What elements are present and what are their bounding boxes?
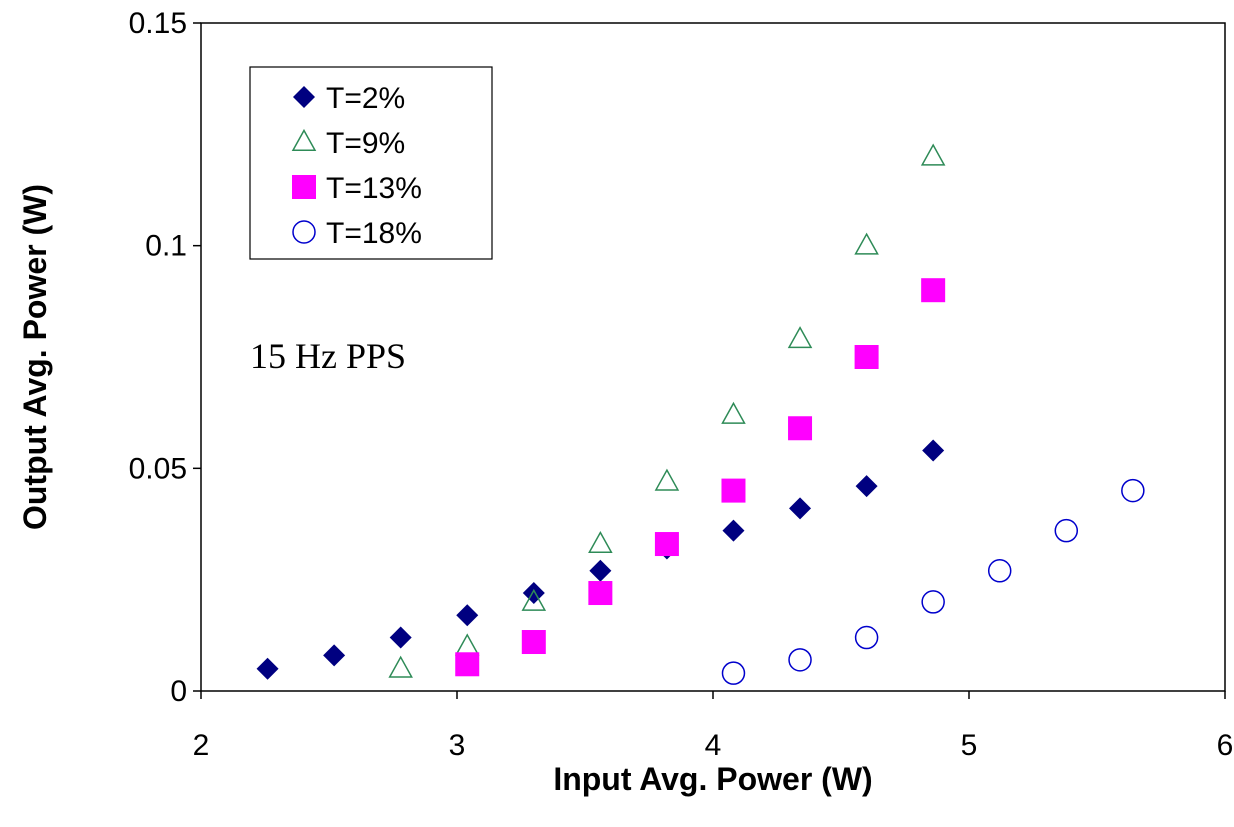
data-point [788,416,813,441]
data-point [654,468,680,491]
data-point [521,630,546,655]
data-point [389,626,412,649]
x-tick-label: 2 [193,729,210,762]
legend-box [249,66,493,260]
series-2 [455,278,946,677]
data-point [721,401,746,424]
data-point [920,143,946,166]
y-axis: 0 0.05 0.1 0.15 [129,7,201,708]
data-point [256,657,279,680]
x-axis-title: Input Avg. Power (W) [553,761,872,797]
y-tick-label: 0.1 [145,230,187,263]
data-point [921,278,946,303]
data-point [721,478,746,503]
data-point [721,661,746,685]
data-point [722,519,745,542]
legend-label: T=13% [326,172,422,205]
data-points [256,143,1145,685]
data-point [788,648,812,672]
legend-marker [291,128,317,151]
data-point [654,532,679,557]
data-point [921,590,945,614]
data-point [987,559,1012,583]
legend-label: T=9% [326,127,405,160]
data-point [589,559,612,582]
data-point [1121,478,1145,503]
data-point [521,588,547,611]
data-point [456,604,479,627]
y-tick-label: 0.15 [129,7,187,40]
series-1 [388,143,946,678]
x-tick-label: 5 [961,729,978,762]
series-3 [721,478,1145,685]
data-point [388,655,413,678]
legend-label: T=2% [326,82,405,115]
data-point [588,530,613,554]
data-point [455,652,480,677]
legend-label: T=18% [326,217,422,250]
data-point [854,625,879,650]
data-point [1054,518,1079,543]
y-tick-label: 0 [170,675,187,708]
data-point [922,439,945,462]
data-point [854,345,879,369]
x-tick-label: 3 [449,729,466,762]
data-point [855,475,878,498]
annotation-label: 15 Hz PPS [250,336,406,376]
legend: T=2% T=9% T=13% T=18% [249,66,493,260]
legend-marker [292,220,316,244]
data-point [789,497,812,520]
data-point [787,326,813,349]
data-point [588,581,613,606]
data-point [522,582,545,605]
data-point [854,232,879,255]
x-tick-label: 4 [705,729,722,762]
x-axis: 2 3 4 5 6 [193,691,1234,762]
y-axis-title: Output Avg. Power (W) [17,184,53,530]
legend-marker [292,175,316,199]
y-tick-label: 0.05 [129,452,187,485]
legend-marker [293,86,315,108]
data-point [323,644,346,667]
x-tick-label: 6 [1217,729,1234,762]
